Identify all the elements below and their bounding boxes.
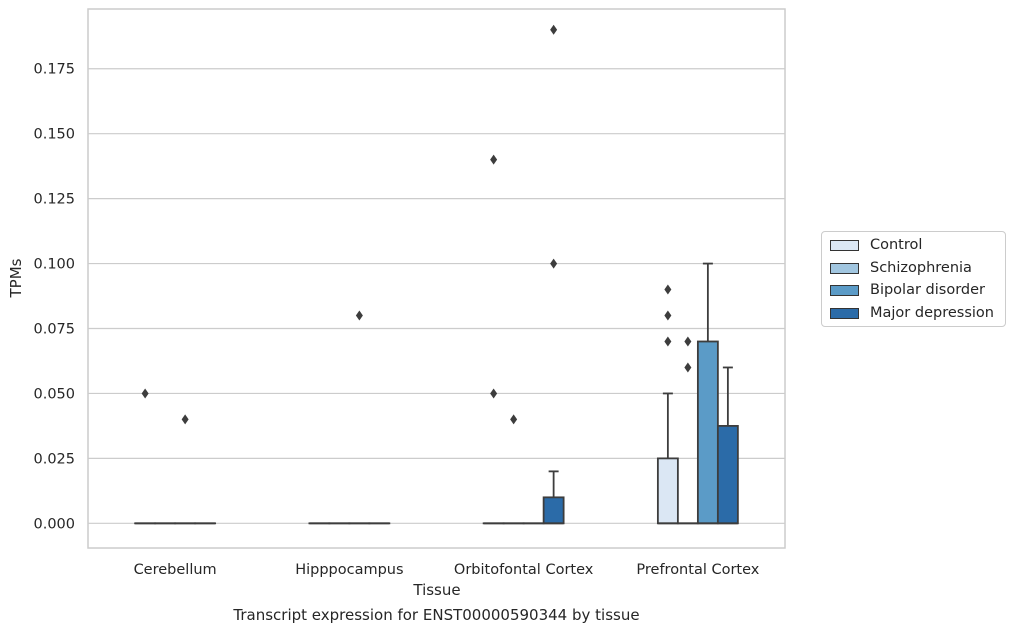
x-tick-label: Hipppocampus <box>295 562 403 578</box>
outlier-control <box>490 388 497 398</box>
x-axis-title: Tissue <box>412 581 460 599</box>
legend: Control Schizophrenia Bipolar disorder M… <box>821 231 1006 327</box>
outlier-bipolar-disorder <box>182 414 189 424</box>
legend-label-major-depression: Major depression <box>870 305 994 321</box>
outlier-schizophrenia <box>510 414 517 424</box>
outlier-schizophrenia <box>684 336 691 346</box>
legend-item-bipolar-disorder: Bipolar disorder <box>830 281 985 299</box>
y-tick-label: 0.125 <box>33 192 75 208</box>
legend-swatch-control <box>830 240 859 251</box>
box-major-depression <box>544 497 564 523</box>
legend-item-major-depression: Major depression <box>830 304 994 322</box>
legend-label-control: Control <box>870 237 922 253</box>
x-tick-label: Cerebellum <box>134 562 217 578</box>
legend-label-bipolar-disorder: Bipolar disorder <box>870 282 985 298</box>
x-tick-label: Prefrontal Cortex <box>636 562 759 578</box>
y-tick-label: 0.050 <box>33 386 75 402</box>
x-tick-label: Orbitofontal Cortex <box>454 562 594 578</box>
legend-swatch-bipolar-disorder <box>830 285 859 296</box>
outlier-bipolar-disorder <box>356 311 363 321</box>
outlier-control <box>664 336 671 346</box>
y-axis-title: TPMs <box>7 258 25 298</box>
outlier-control <box>664 285 671 295</box>
legend-label-schizophrenia: Schizophrenia <box>870 260 972 276</box>
legend-swatch-schizophrenia <box>830 263 859 274</box>
outlier-control <box>142 388 149 398</box>
outlier-major-depression <box>550 259 557 269</box>
y-tick-label: 0.000 <box>33 516 75 532</box>
outlier-control <box>664 311 671 321</box>
y-tick-label: 0.025 <box>33 451 75 467</box>
y-tick-label: 0.175 <box>33 62 75 78</box>
plot-frame <box>88 9 785 548</box>
box-major-depression <box>718 426 738 523</box>
y-tick-label: 0.075 <box>33 322 75 338</box>
outlier-control <box>490 155 497 165</box>
legend-item-schizophrenia: Schizophrenia <box>830 259 972 277</box>
box-control <box>658 458 678 523</box>
outlier-schizophrenia <box>684 362 691 372</box>
y-tick-label: 0.100 <box>33 257 75 273</box>
legend-item-control: Control <box>830 236 922 254</box>
chart-caption: Transcript expression for ENST0000059034… <box>0 606 873 624</box>
y-tick-label: 0.150 <box>33 127 75 143</box>
box-bipolar-disorder <box>698 341 718 523</box>
outlier-major-depression <box>550 25 557 35</box>
legend-swatch-major-depression <box>830 308 859 319</box>
